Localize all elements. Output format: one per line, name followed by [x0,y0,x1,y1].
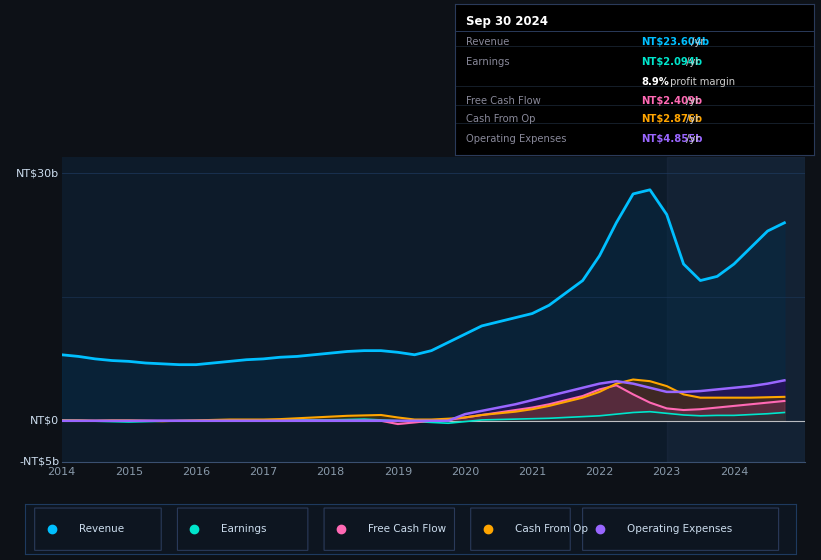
Text: /yr: /yr [683,114,699,124]
Text: Earnings: Earnings [466,57,509,67]
Text: NT$2.094b: NT$2.094b [641,57,703,67]
Text: NT$2.409b: NT$2.409b [641,96,703,106]
Text: Cash From Op: Cash From Op [515,524,588,534]
Text: Cash From Op: Cash From Op [466,114,535,124]
Text: NT$4.855b: NT$4.855b [641,133,703,143]
Text: -NT$5b: -NT$5b [19,457,59,467]
Bar [667,157,805,462]
Text: /yr: /yr [683,96,699,106]
Text: profit margin: profit margin [667,77,736,86]
Text: /yr: /yr [683,133,699,143]
Text: /yr: /yr [683,57,699,67]
Text: Operating Expenses: Operating Expenses [466,133,566,143]
Text: NT$23.604b: NT$23.604b [641,37,709,46]
Text: Earnings: Earnings [222,524,267,534]
Text: Free Cash Flow: Free Cash Flow [466,96,540,106]
Text: Free Cash Flow: Free Cash Flow [368,524,446,534]
Text: NT$2.876b: NT$2.876b [641,114,703,124]
Text: NT$0: NT$0 [30,416,59,426]
Text: Revenue: Revenue [79,524,124,534]
Text: 8.9%: 8.9% [641,77,669,86]
Text: /yr: /yr [688,37,704,46]
Text: Sep 30 2024: Sep 30 2024 [466,15,548,28]
Text: Revenue: Revenue [466,37,509,46]
Text: Operating Expenses: Operating Expenses [626,524,732,534]
Text: NT$30b: NT$30b [16,169,59,178]
